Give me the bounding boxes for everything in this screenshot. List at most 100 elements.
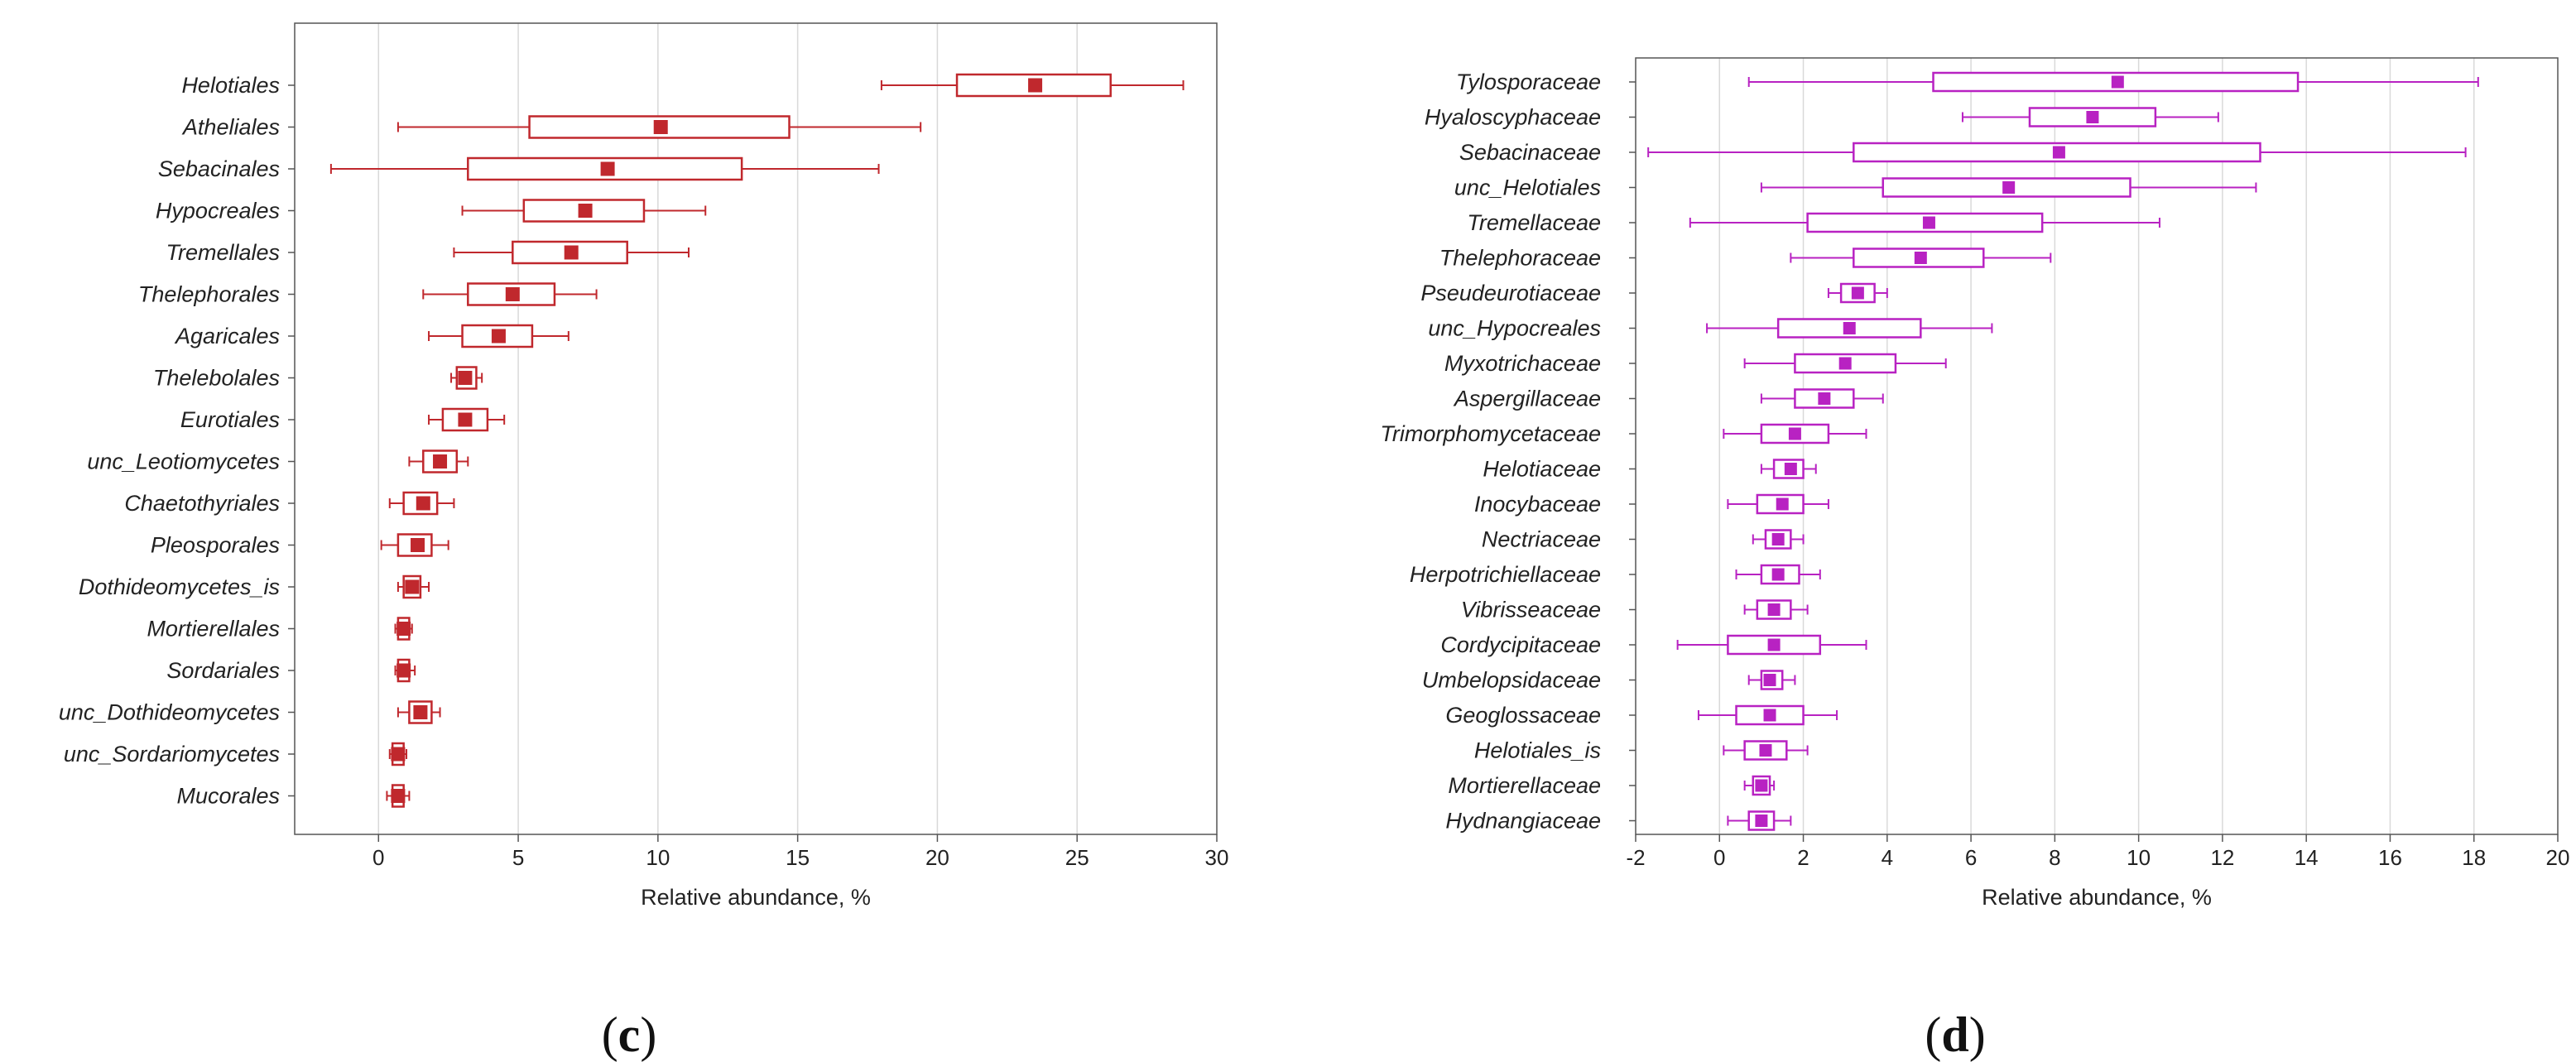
panel-d-category-label: Cordycipitaceae bbox=[1440, 632, 1601, 657]
panel-c-tick-label: 5 bbox=[512, 845, 524, 870]
mean-marker bbox=[1914, 252, 1927, 264]
panel-d-means bbox=[1755, 75, 2124, 827]
panel-c-label: (c) bbox=[602, 1007, 657, 1062]
panel-d-label: (d) bbox=[1925, 1007, 1985, 1062]
panel-c-category-label: Eurotiales bbox=[180, 407, 280, 432]
panel-c-tick-label: 0 bbox=[372, 845, 384, 870]
mean-marker bbox=[1843, 322, 1856, 334]
box bbox=[528, 115, 791, 139]
panel-d-tick-label: 14 bbox=[2295, 845, 2319, 870]
mean-marker bbox=[1755, 815, 1768, 827]
panel-d-category-labels: Tylosporaceae Hyaloscyphaceae Sebacinaceae… bbox=[1380, 70, 1636, 834]
panel-d-category-label: Tremellaceae bbox=[1467, 210, 1601, 235]
mean-marker bbox=[416, 496, 430, 511]
mean-marker bbox=[600, 161, 615, 176]
panel-d-category-label: unc_Hypocreales bbox=[1428, 316, 1601, 341]
box bbox=[955, 73, 1112, 98]
panel-d-category-label: Inocybaceae bbox=[1474, 492, 1601, 517]
mean-marker bbox=[1763, 709, 1776, 722]
panel-d-category-label: Aspergillaceae bbox=[1453, 387, 1601, 411]
panel-d-category-label: Pseudeurotiaceae bbox=[1420, 281, 1601, 305]
panel-c-tick-label: 15 bbox=[786, 845, 810, 870]
panel-c-category-label: unc_Dothideomycetes bbox=[59, 700, 280, 725]
panel-c-category-label: Dothideomycetes_is bbox=[79, 574, 280, 599]
mean-marker bbox=[458, 371, 473, 385]
mean-marker bbox=[391, 789, 406, 803]
mean-marker bbox=[1788, 427, 1801, 440]
panel-c-tick-label: 20 bbox=[925, 845, 949, 870]
mean-marker bbox=[1784, 463, 1797, 475]
panel-d-tick-label: 10 bbox=[2127, 845, 2151, 870]
panel-d-x-ticks: -2 0 2 4 6 8 10 12 14 16 18 20 bbox=[1626, 834, 2569, 870]
panel-d-category-label: Myxotrichaceae bbox=[1444, 351, 1601, 376]
mean-marker bbox=[1767, 603, 1781, 616]
panel-c-category-label: Agaricales bbox=[174, 324, 280, 348]
mean-marker bbox=[396, 622, 411, 636]
mean-marker bbox=[1755, 779, 1768, 792]
panel-c-category-label: Hypocreales bbox=[156, 199, 280, 223]
mean-marker bbox=[1759, 744, 1772, 757]
panel-d-category-label: Geoglossaceae bbox=[1445, 703, 1601, 728]
panel-d-category-label: Vibrisseaceae bbox=[1461, 598, 1601, 622]
mean-marker bbox=[458, 412, 473, 427]
panel-d-category-label: Helotiales_is bbox=[1474, 738, 1601, 763]
panel-c-tick-label: 10 bbox=[646, 845, 670, 870]
panel-c-x-ticks: 0 5 10 15 20 25 30 bbox=[372, 834, 1228, 870]
panel-d-category-label: Nectriaceae bbox=[1482, 527, 1601, 552]
panel-c-x-axis-title: Relative abundance, % bbox=[641, 885, 871, 910]
panel-d-category-label: Trimorphomycetaceae bbox=[1380, 421, 1601, 446]
panel-d-category-label: Mortierellaceae bbox=[1448, 773, 1601, 798]
mean-marker bbox=[396, 663, 411, 678]
mean-marker bbox=[1771, 533, 1785, 545]
panel-c-category-label: Chaetothyriales bbox=[124, 491, 280, 516]
panel-c-category-label: Tremellales bbox=[166, 240, 280, 265]
panel-d-category-label: Thelephoraceae bbox=[1439, 246, 1601, 271]
panel-d-plot-frame bbox=[1635, 57, 2559, 835]
panel-c-category-label: Pleosporales bbox=[151, 533, 280, 558]
mean-marker bbox=[2086, 111, 2099, 123]
mean-marker bbox=[653, 120, 668, 134]
panel-d-category-label: Tylosporaceae bbox=[1456, 70, 1601, 94]
panel-d-tick-label: 6 bbox=[1965, 845, 1977, 870]
panel-d-x-axis-title: Relative abundance, % bbox=[1982, 885, 2212, 910]
panel-c-category-label: Mucorales bbox=[176, 784, 280, 809]
mean-marker bbox=[578, 204, 593, 218]
panel-d-tick-label: 16 bbox=[2378, 845, 2402, 870]
panel-c-category-label: Mortierellales bbox=[147, 617, 280, 642]
panel-d-category-label: Umbelopsidaceae bbox=[1422, 668, 1601, 693]
panel-c-category-labels: Helotiales Atheliales Sebacinales Hypocreal… bbox=[59, 73, 295, 809]
panel-d-tick-label: -2 bbox=[1626, 845, 1645, 870]
mean-marker bbox=[1922, 216, 1935, 229]
panel-d-tick-label: 4 bbox=[1882, 845, 1893, 870]
panel-c-tick-label: 30 bbox=[1205, 845, 1229, 870]
panel-d-gridlines bbox=[1718, 58, 2475, 834]
panel-d-category-label: Herpotrichiellaceae bbox=[1410, 562, 1601, 587]
panel-d-tick-label: 0 bbox=[1713, 845, 1725, 870]
mean-marker bbox=[1838, 357, 1852, 370]
mean-marker bbox=[391, 747, 406, 762]
mean-marker bbox=[1767, 638, 1781, 651]
mean-marker bbox=[2002, 181, 2016, 194]
mean-marker bbox=[1028, 78, 1043, 93]
mean-marker bbox=[1771, 568, 1785, 581]
mean-marker bbox=[1763, 674, 1776, 686]
panel-d-tick-label: 8 bbox=[2049, 845, 2060, 870]
panel-c-category-label: Thelephorales bbox=[138, 282, 280, 307]
mean-marker bbox=[1851, 286, 1864, 300]
panel-c-category-label: unc_Sordariomycetes bbox=[64, 742, 280, 766]
mean-marker bbox=[1776, 497, 1789, 511]
panel-c-category-label: Sebacinales bbox=[158, 156, 280, 181]
mean-marker bbox=[505, 287, 520, 301]
panel-c-whiskers bbox=[329, 80, 1185, 801]
panel-c-boxes bbox=[391, 73, 1112, 808]
panel-d-tick-label: 18 bbox=[2462, 845, 2486, 870]
panel-d-category-label: unc_Helotiales bbox=[1454, 175, 1601, 200]
panel-c-tick-label: 25 bbox=[1065, 845, 1089, 870]
panel-d-category-label: Sebacinaceae bbox=[1459, 140, 1601, 165]
panel-c-category-label: Thelebolales bbox=[153, 366, 280, 391]
mean-marker bbox=[491, 329, 506, 344]
panel-d-category-label: Hydnangiaceae bbox=[1445, 809, 1601, 834]
panel-c-category-label: Sordariales bbox=[166, 658, 280, 683]
panel-c-plot-frame bbox=[294, 22, 1218, 835]
